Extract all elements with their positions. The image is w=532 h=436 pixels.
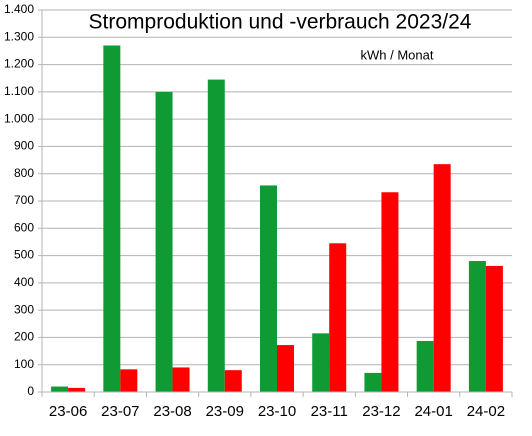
bar (260, 185, 277, 392)
y-tick-label: 0 (27, 384, 34, 398)
chart-title: Stromproduktion und -verbrauch 2023/24 (89, 11, 472, 34)
bar (277, 345, 294, 392)
bar (329, 243, 347, 392)
y-tick-label: 100 (14, 357, 34, 371)
y-tick-label: 1.300 (4, 29, 34, 43)
x-tick-label: 23-06 (49, 403, 87, 420)
bar (120, 369, 138, 392)
annotation: kWh / Monat (361, 47, 434, 62)
bar (68, 387, 86, 392)
x-tick-label: 24-01 (414, 403, 452, 420)
y-tick-label: 400 (14, 275, 34, 289)
x-tick-label: 23-07 (101, 403, 139, 420)
y-tick-label: 600 (14, 220, 34, 234)
bar (312, 333, 330, 392)
x-tick-label: 23-12 (362, 403, 400, 420)
y-tick-label: 1.000 (4, 111, 34, 125)
bar (416, 340, 434, 392)
bar (155, 91, 173, 392)
y-tick-label: 1.400 (4, 2, 34, 16)
x-tick-label: 23-11 (311, 403, 348, 420)
y-tick-label: 200 (14, 330, 34, 344)
x-tick-label: 23-09 (206, 403, 244, 420)
bar (224, 370, 242, 392)
bar (51, 386, 69, 392)
bar (381, 192, 399, 392)
y-tick-label: 900 (14, 139, 34, 153)
bar (364, 372, 382, 392)
bar (207, 79, 225, 392)
x-tick-label: 23-10 (258, 403, 296, 420)
bar (433, 164, 451, 392)
bar (172, 367, 190, 392)
x-tick-label: 23-08 (153, 403, 191, 420)
y-tick-label: 300 (14, 302, 34, 316)
bar (485, 265, 503, 392)
bar (468, 261, 486, 392)
bar (103, 45, 121, 392)
y-tick-label: 500 (14, 248, 34, 262)
y-tick-label: 1.200 (4, 57, 34, 71)
x-tick-label: 24-02 (467, 403, 505, 420)
y-tick-label: 800 (14, 166, 34, 180)
y-tick-label: 1.100 (4, 84, 34, 98)
y-tick-label: 700 (14, 193, 34, 207)
